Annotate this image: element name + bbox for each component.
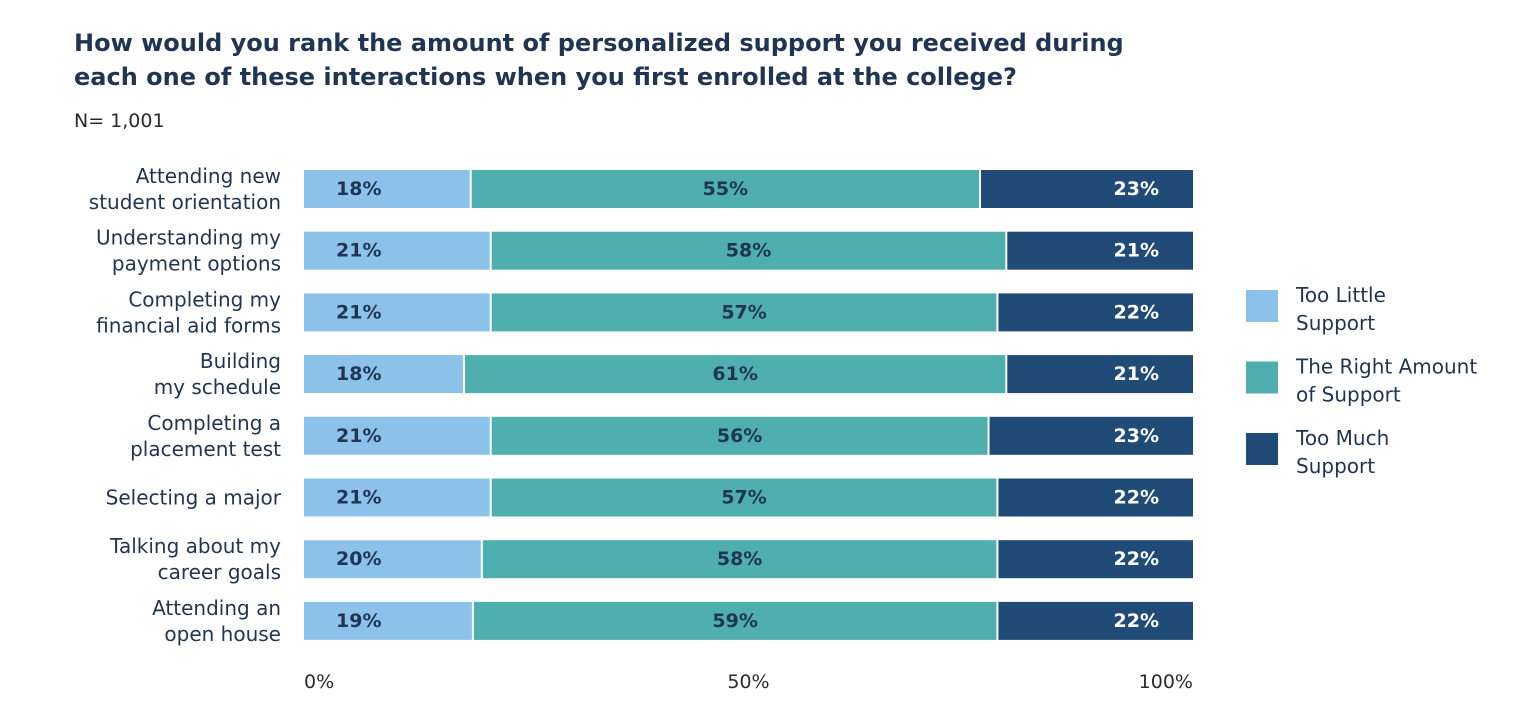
data-label: 20%: [336, 548, 381, 570]
data-label: 23%: [1114, 178, 1159, 200]
bar-segment: [998, 293, 1193, 332]
legend-label: The Right Amount: [1295, 355, 1477, 379]
data-label: 58%: [717, 548, 762, 570]
bar-segment: [304, 170, 470, 208]
legend-label: of Support: [1296, 383, 1401, 407]
category-label: career goals: [158, 560, 281, 584]
data-label: 21%: [1114, 240, 1159, 262]
bar-segment: [304, 231, 490, 270]
category-label: student orientation: [89, 190, 281, 214]
category-label: Attending an: [152, 596, 281, 620]
bar-segment: [998, 478, 1193, 517]
data-label: 22%: [1114, 301, 1159, 323]
category-label: Understanding my: [96, 226, 281, 250]
data-label: 57%: [721, 487, 766, 509]
data-label: 22%: [1114, 548, 1159, 570]
category-label: Completing my: [128, 287, 281, 311]
legend-label: Too Much: [1295, 426, 1389, 450]
data-label: 58%: [726, 240, 771, 262]
category-label: Completing a: [147, 411, 281, 435]
bars-layer: 18% 55% 23% 21% 58% 21% 21% 57% 22% 18% 61% 21% 21% 5…: [304, 170, 1193, 640]
data-label: 22%: [1114, 610, 1159, 632]
bar-segment: [465, 355, 1006, 394]
legend-swatch: [1246, 433, 1278, 465]
data-label: 21%: [336, 301, 381, 323]
bar-segment: [981, 170, 1193, 208]
category-label: Talking about my: [109, 534, 281, 558]
data-label: 59%: [712, 610, 757, 632]
x-tick-label: 50%: [727, 671, 769, 693]
data-label: 18%: [336, 363, 381, 385]
legend-label: Too Little: [1295, 283, 1386, 307]
category-label: Building: [200, 349, 281, 373]
data-label: 57%: [721, 301, 766, 323]
data-label: 21%: [336, 487, 381, 509]
legend-swatch: [1246, 290, 1278, 322]
category-label: Attending new: [136, 164, 281, 188]
data-label: 56%: [717, 425, 762, 447]
data-label: 55%: [703, 178, 748, 200]
data-label: 61%: [712, 363, 757, 385]
bar-segment: [998, 601, 1193, 640]
chart-title: How would you rank the amount of persona…: [74, 29, 1124, 91]
x-tick-label: 0%: [304, 671, 334, 693]
category-label: placement test: [130, 437, 281, 461]
x-tick-label: 100%: [1139, 671, 1193, 693]
legend-label: Support: [1296, 454, 1375, 478]
bar-segment: [304, 416, 490, 455]
bar-segment: [989, 416, 1193, 455]
bar-segment: [304, 355, 464, 394]
legend-label: Support: [1296, 311, 1375, 335]
legend: Too Little Support The Right Amount of Supp…: [1246, 283, 1477, 478]
category-label: financial aid forms: [96, 313, 281, 337]
bar-segment: [1007, 355, 1193, 394]
data-label: 21%: [336, 240, 381, 262]
legend-swatch: [1246, 361, 1278, 394]
data-label: 22%: [1114, 487, 1159, 509]
bar-segment: [482, 540, 997, 579]
category-label: payment options: [112, 252, 281, 276]
category-label: my schedule: [154, 375, 281, 399]
data-label: 18%: [336, 178, 381, 200]
x-axis: 0% 50% 100%: [304, 671, 1193, 693]
data-label: 23%: [1114, 425, 1159, 447]
bar-segment: [491, 478, 997, 517]
bar-segment: [998, 540, 1193, 579]
category-label: Selecting a major: [106, 486, 282, 510]
bar-segment: [304, 601, 472, 640]
bar-segment: [473, 601, 997, 640]
chart-subtitle: N= 1,001: [74, 110, 165, 132]
bar-segment: [491, 416, 988, 455]
bar-segment: [304, 478, 490, 517]
bar-segment: [471, 170, 980, 208]
bar-segment: [491, 231, 1006, 270]
data-label: 21%: [1114, 363, 1159, 385]
bar-segment: [1007, 231, 1193, 270]
bar-segment: [304, 293, 490, 332]
category-label: open house: [164, 622, 281, 646]
bar-segment: [304, 540, 481, 579]
bar-segment: [491, 293, 997, 332]
data-label: 19%: [336, 610, 381, 632]
data-label: 21%: [336, 425, 381, 447]
